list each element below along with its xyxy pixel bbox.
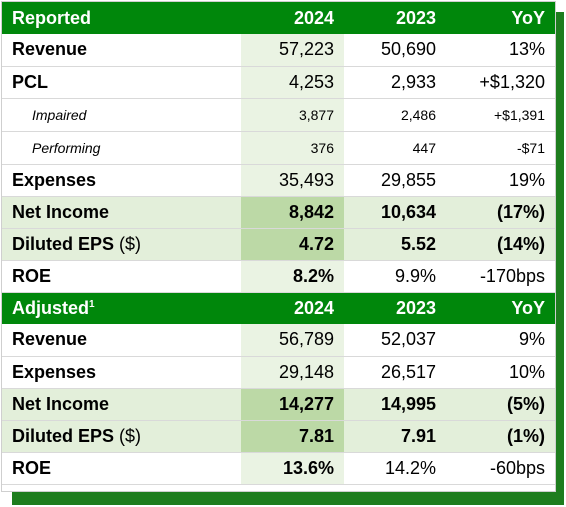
value-2024: 7.81	[241, 420, 344, 453]
adjusted-header-yoy: YoY	[446, 292, 555, 324]
row-label: Net Income	[2, 388, 241, 421]
financial-summary-table: Reported 2024 2023 YoY Revenue 57,223 50…	[1, 1, 556, 492]
adjusted-diluted-eps-row: Diluted EPS ($) 7.81 7.91 (1%)	[2, 420, 555, 453]
adjusted-roe-row: ROE 13.6% 14.2% -60bps	[2, 452, 555, 485]
value-yoy: -$71	[446, 131, 555, 165]
value-2024: 8.2%	[241, 260, 344, 293]
reported-header-row: Reported 2024 2023 YoY	[2, 2, 555, 34]
adjusted-header-text: Adjusted	[12, 297, 90, 318]
reported-pcl-row: PCL 4,253 2,933 +$1,320	[2, 66, 555, 99]
adjusted-header-label: Adjusted1	[2, 292, 241, 324]
reported-expenses-row: Expenses 35,493 29,855 19%	[2, 164, 555, 197]
value-2024: 4,253	[241, 66, 344, 99]
value-2024: 3,877	[241, 98, 344, 132]
value-yoy: (14%)	[446, 228, 555, 261]
reported-diluted-eps-row: Diluted EPS ($) 4.72 5.52 (14%)	[2, 228, 555, 261]
reported-header-label: Reported	[2, 2, 241, 34]
row-label: Diluted EPS ($)	[2, 228, 241, 261]
row-label: ROE	[2, 452, 241, 485]
value-2023: 9.9%	[344, 260, 446, 293]
value-2023: 7.91	[344, 420, 446, 453]
adjusted-revenue-row: Revenue 56,789 52,037 9%	[2, 324, 555, 357]
reported-header-2024: 2024	[241, 2, 344, 34]
adjusted-header-2023: 2023	[344, 292, 446, 324]
value-yoy: 19%	[446, 164, 555, 197]
reported-header-2023: 2023	[344, 2, 446, 34]
row-label: Net Income	[2, 196, 241, 229]
value-2024: 35,493	[241, 164, 344, 197]
footnote-marker: 1	[89, 298, 95, 310]
value-2024: 13.6%	[241, 452, 344, 485]
value-yoy: (5%)	[446, 388, 555, 421]
value-2024: 376	[241, 131, 344, 165]
value-2024: 8,842	[241, 196, 344, 229]
value-2023: 2,486	[344, 98, 446, 132]
row-label: Expenses	[2, 164, 241, 197]
reported-performing-row: Performing 376 447 -$71	[2, 131, 555, 165]
row-label-unit: ($)	[119, 233, 142, 254]
row-label: Expenses	[2, 356, 241, 389]
value-2024: 4.72	[241, 228, 344, 261]
value-2024: 56,789	[241, 324, 344, 357]
value-yoy: +$1,320	[446, 66, 555, 99]
adjusted-header-row: Adjusted1 2024 2023 YoY	[2, 292, 555, 324]
value-2023: 52,037	[344, 324, 446, 357]
value-yoy: (1%)	[446, 420, 555, 453]
row-label: ROE	[2, 260, 241, 293]
adjusted-header-2024: 2024	[241, 292, 344, 324]
row-label-unit: ($)	[119, 425, 142, 446]
adjusted-expenses-row: Expenses 29,148 26,517 10%	[2, 356, 555, 389]
row-label: PCL	[2, 66, 241, 99]
value-yoy: +$1,391	[446, 98, 555, 132]
value-2023: 447	[344, 131, 446, 165]
reported-roe-row: ROE 8.2% 9.9% -170bps	[2, 260, 555, 293]
value-2024: 14,277	[241, 388, 344, 421]
row-label: Diluted EPS ($)	[2, 420, 241, 453]
row-label-text: Diluted EPS	[12, 233, 115, 254]
value-yoy: -170bps	[446, 260, 555, 293]
value-2023: 29,855	[344, 164, 446, 197]
row-label-text: Diluted EPS	[12, 425, 115, 446]
value-2024: 29,148	[241, 356, 344, 389]
value-2023: 26,517	[344, 356, 446, 389]
value-yoy: 9%	[446, 324, 555, 357]
reported-revenue-row: Revenue 57,223 50,690 13%	[2, 34, 555, 67]
value-yoy: 10%	[446, 356, 555, 389]
value-yoy: (17%)	[446, 196, 555, 229]
reported-net-income-row: Net Income 8,842 10,634 (17%)	[2, 196, 555, 229]
value-yoy: 13%	[446, 34, 555, 67]
value-2023: 2,933	[344, 66, 446, 99]
value-2023: 50,690	[344, 34, 446, 67]
value-2024: 57,223	[241, 34, 344, 67]
adjusted-net-income-row: Net Income 14,277 14,995 (5%)	[2, 388, 555, 421]
reported-header-yoy: YoY	[446, 2, 555, 34]
row-label: Revenue	[2, 324, 241, 357]
value-yoy: -60bps	[446, 452, 555, 485]
value-2023: 14.2%	[344, 452, 446, 485]
row-label: Revenue	[2, 34, 241, 67]
reported-impaired-row: Impaired 3,877 2,486 +$1,391	[2, 98, 555, 132]
row-label: Performing	[2, 131, 241, 165]
row-label: Impaired	[2, 98, 241, 132]
value-2023: 10,634	[344, 196, 446, 229]
value-2023: 5.52	[344, 228, 446, 261]
value-2023: 14,995	[344, 388, 446, 421]
